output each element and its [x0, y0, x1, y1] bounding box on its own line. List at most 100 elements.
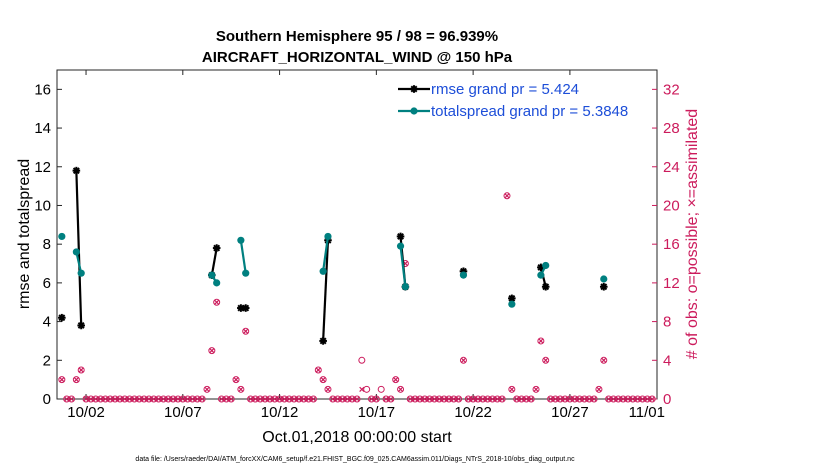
- obs-zero-x-b-23: [185, 396, 190, 402]
- obs-assimilated-point-8: [243, 328, 249, 334]
- rmse-line-4: [322, 240, 330, 341]
- obs-zero-x-b-20: [170, 396, 176, 402]
- obs-assimilated-point-20: [538, 338, 544, 344]
- y-tick-label-3: 6: [43, 275, 51, 292]
- obs-zero-circle-84: [580, 395, 588, 403]
- obs-zero-x-b-58: [427, 396, 432, 402]
- y2-tick-label-6: 24: [663, 159, 680, 176]
- y2-tick-label-2: 8: [663, 314, 671, 331]
- obs-zero-x-b-3: [88, 396, 94, 402]
- obs-zero-circle-54: [406, 395, 414, 403]
- obs-zero-circle-40: [295, 395, 303, 403]
- obs-zero-circle-20: [169, 395, 177, 403]
- obs-zero-x-b-8: [112, 396, 118, 402]
- obs-zero-x-b-41: [301, 396, 307, 402]
- totalspread-point-6-0: [459, 271, 468, 279]
- obs-zero-circle-4: [92, 395, 100, 403]
- totalspread-point-1-0: [72, 248, 80, 256]
- totalspread-point-7-0: [508, 300, 516, 308]
- x-tick-label-2: 10/12: [261, 404, 299, 421]
- obs-zero-x-b-89: [615, 396, 621, 402]
- obs-zero-circle-91: [624, 395, 632, 403]
- obs-zero-circle-82: [571, 395, 579, 403]
- obs-zero-x-b-14: [141, 396, 147, 402]
- obs-zero-x-b-78: [553, 396, 558, 402]
- obs-zero-circle-79: [556, 395, 564, 403]
- obs-zero-circle-68: [479, 395, 487, 403]
- legend-rmse-star: [410, 85, 418, 93]
- obs-possible-point-11: [324, 385, 332, 393]
- obs-zero-circle-49: [353, 395, 361, 403]
- obs-zero-x-b-61: [441, 396, 447, 402]
- obs-zero-x-b-62: [446, 396, 452, 402]
- rmse-point-7-0: [508, 294, 516, 303]
- obs-possible-point-3: [203, 385, 211, 393]
- obs-zero-circle-7: [106, 395, 114, 403]
- x-tick-label-0: 10/02: [67, 404, 105, 421]
- obs-zero-circle-28: [222, 395, 230, 403]
- totalspread-series: [58, 232, 608, 308]
- obs-zero-x-b-13: [136, 396, 142, 402]
- obs-zero-x-b-16: [151, 396, 157, 402]
- y-axis-label: rmse and totalspread: [16, 159, 33, 309]
- title-block: Southern Hemisphere 95 / 98 = 96.939% AI…: [202, 28, 513, 66]
- obs-possible-point-9: [314, 366, 322, 374]
- obs-zero-circle-8: [111, 395, 119, 403]
- obs-zero-circle-12: [130, 395, 138, 403]
- obs-zero-circle-77: [547, 395, 555, 403]
- legend-rmse-label: rmse grand pr = 5.424: [431, 81, 579, 98]
- obs-zero-circle-85: [585, 395, 593, 403]
- obs-zero-circle-22: [179, 395, 187, 403]
- obs-zero-circle-57: [421, 395, 429, 403]
- x-axis-label: Oct.01,2018 00:00:00 start: [262, 429, 452, 446]
- obs-zero-circle-92: [629, 395, 637, 403]
- obs-zero-circle-19: [164, 395, 172, 403]
- plot-area: [56, 69, 658, 400]
- obs-zero-circle-64: [455, 395, 463, 403]
- y2-axis-label: # of obs: o=possible; ×=assimilated: [684, 109, 701, 359]
- totalspread-line-1: [75, 251, 83, 274]
- obs-zero-circle-95: [643, 395, 651, 403]
- obs-zero-circle-36: [276, 395, 284, 403]
- obs-zero-circle-13: [135, 395, 143, 403]
- obs-zero-x-b-70: [490, 396, 495, 402]
- obs-zero-circle-29: [227, 395, 235, 403]
- obs-zero-x-b-54: [407, 396, 413, 402]
- obs-zero-x-b-85: [586, 396, 592, 402]
- obs-zero-circle-76: [527, 395, 535, 403]
- obs-zero-x-b-18: [161, 396, 166, 402]
- obs-assimilated-point-0: [59, 377, 65, 383]
- obs-assimilated-point-14: [397, 386, 404, 392]
- y2-tick-label-5: 20: [663, 197, 680, 214]
- y-tick-label-0: 0: [43, 391, 51, 408]
- obs-possible-point-13: [363, 385, 371, 393]
- rmse-point-0-0: [58, 313, 66, 322]
- obs-zero-circle-56: [416, 395, 424, 403]
- rmse-point-2-1: [212, 244, 221, 252]
- obs-zero-x-b-19: [165, 396, 171, 402]
- obs-assimilated-point-7: [238, 386, 244, 392]
- obs-zero-x-b-96: [649, 396, 655, 402]
- obs-zero-circle-2: [82, 395, 90, 403]
- legend-rmse-marker: [410, 85, 418, 93]
- obs-zero-circle-43: [309, 395, 317, 403]
- totalspread-point-4-1: [324, 232, 332, 241]
- totalspread-point-0-0: [58, 232, 66, 241]
- obs-possible-point-4: [208, 347, 216, 355]
- obs-assimilated-point-17: [504, 193, 510, 199]
- obs-zero-x-b-79: [557, 396, 563, 402]
- totalspread-point-8-1: [542, 261, 550, 270]
- obs-zero-x-b-28: [224, 396, 229, 402]
- y2-tick-label-7: 28: [663, 120, 680, 137]
- obs-zero-x-b-37: [282, 396, 287, 402]
- obs-zero-x-b-25: [194, 396, 200, 402]
- obs-zero-x-b-2: [83, 396, 89, 402]
- series-layer: [58, 166, 656, 403]
- obs-zero-circle-73: [513, 395, 521, 403]
- obs-zero-circle-67: [474, 395, 482, 403]
- obs-possible-point-15: [377, 385, 385, 393]
- obs-assimilated-point-1: [73, 377, 79, 383]
- obs-zero-circle-16: [150, 395, 158, 403]
- totalspread-point-4-0: [319, 267, 327, 275]
